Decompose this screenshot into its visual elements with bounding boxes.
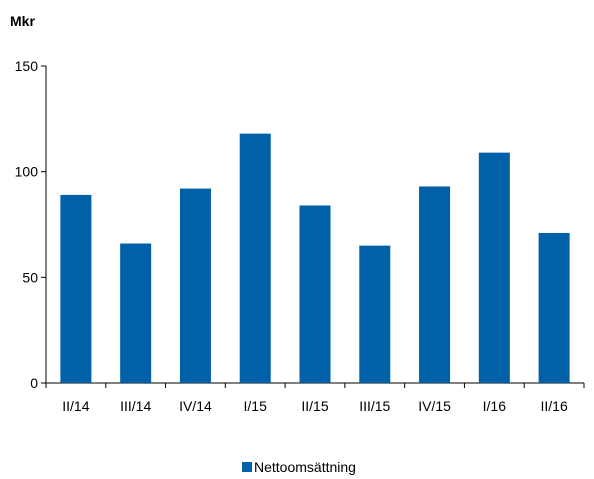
bar-iii-15 xyxy=(359,245,391,383)
legend-label: Nettoomsättning xyxy=(254,459,356,475)
x-category-label: I/16 xyxy=(483,398,507,414)
y-axis: 0 50 100 150 xyxy=(15,58,47,391)
x-category-label: II/14 xyxy=(62,398,89,414)
bar-ii-14 xyxy=(60,194,92,383)
bar-iv-14 xyxy=(179,188,211,383)
y-tick-label: 0 xyxy=(30,375,38,391)
x-category-label: II/15 xyxy=(301,398,328,414)
y-tick-label: 150 xyxy=(15,58,39,74)
bar-i-15 xyxy=(239,133,271,383)
x-category-label: IV/15 xyxy=(418,398,451,414)
legend-swatch xyxy=(242,462,252,472)
x-category-label: II/16 xyxy=(540,398,567,414)
x-category-label: III/14 xyxy=(120,398,151,414)
x-axis: II/14 III/14 IV/14 I/15 II/15 III/15 IV/15 I/16… xyxy=(45,382,585,414)
bar-iii-14 xyxy=(120,243,152,383)
bar-ii-15 xyxy=(299,205,331,383)
bar-iv-15 xyxy=(419,186,451,383)
bars xyxy=(60,133,570,383)
y-tick-label: 100 xyxy=(15,164,39,180)
x-category-label: IV/14 xyxy=(179,398,212,414)
bar-i-16 xyxy=(478,152,510,383)
x-category-label: I/15 xyxy=(244,398,268,414)
x-category-label: III/15 xyxy=(359,398,390,414)
unit-label: Mkr xyxy=(10,13,35,29)
bar-ii-16 xyxy=(538,232,570,383)
legend: Nettoomsättning xyxy=(242,459,356,475)
y-tick-label: 50 xyxy=(22,269,38,285)
